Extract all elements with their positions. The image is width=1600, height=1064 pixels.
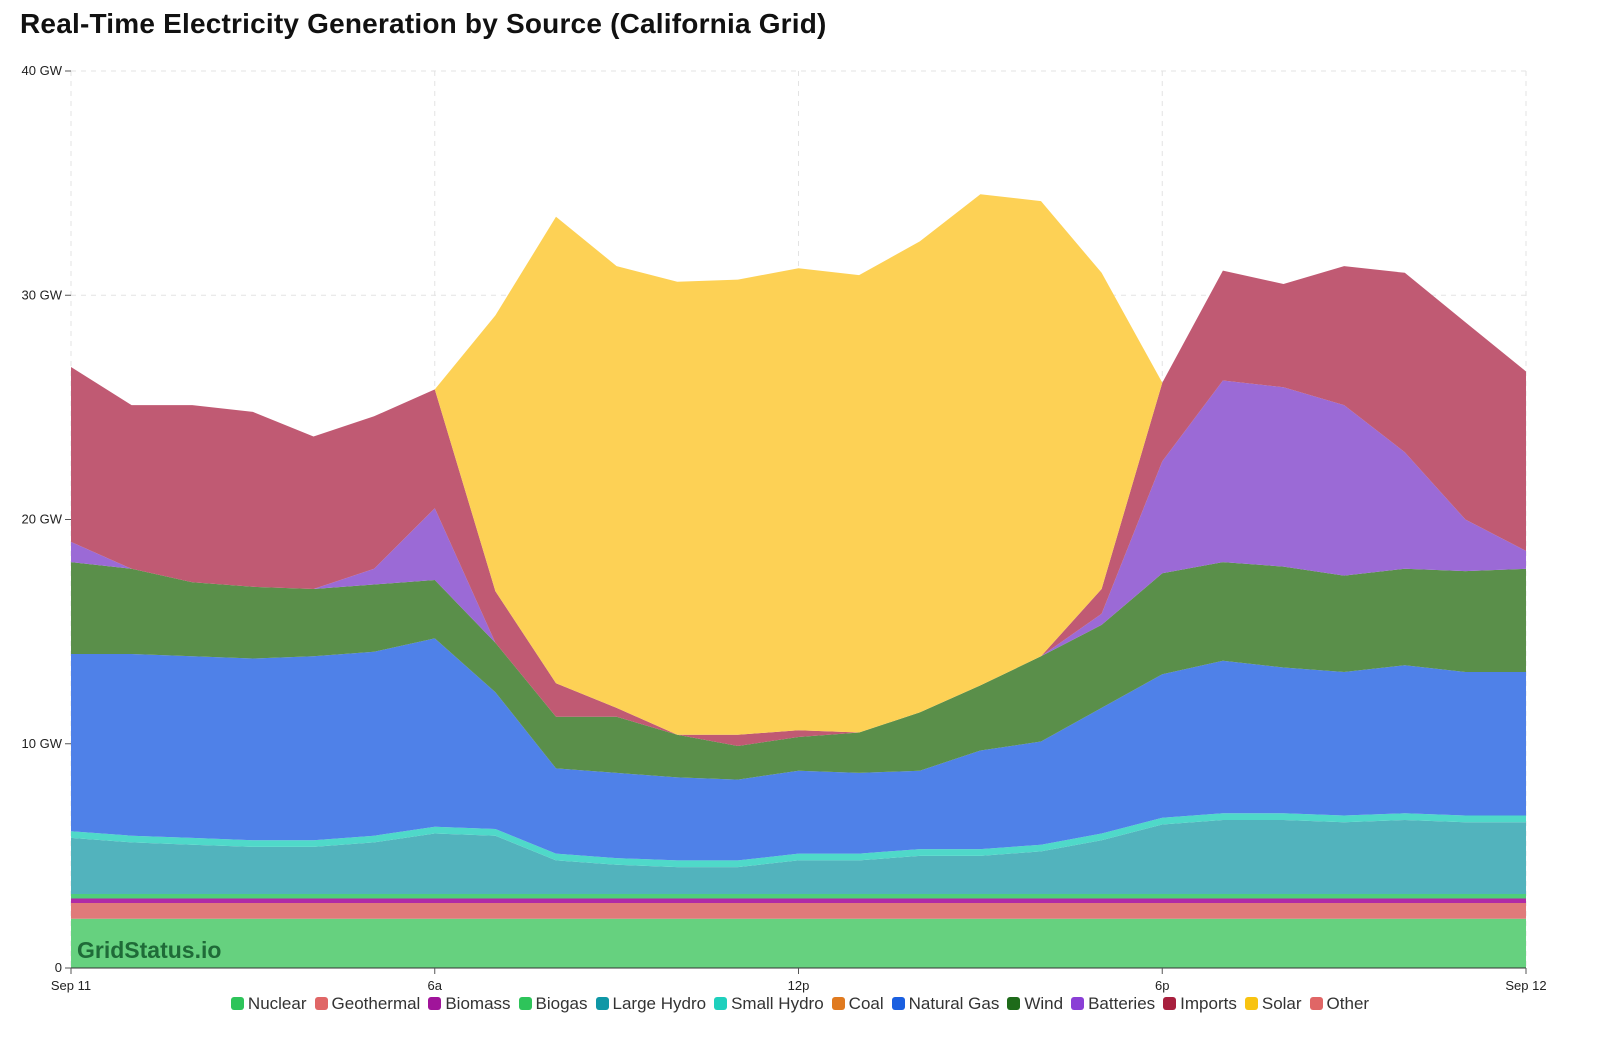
y-tick-label: 0 — [55, 960, 62, 975]
legend-item-geothermal[interactable]: Geothermal — [314, 994, 421, 1014]
legend-item-natural-gas[interactable]: Natural Gas — [891, 994, 1000, 1014]
legend-label: Biomass — [445, 994, 511, 1013]
y-tick-label: 10 GW — [22, 736, 63, 751]
legend-item-biogas[interactable]: Biogas — [518, 994, 588, 1014]
legend-item-large-hydro[interactable]: Large Hydro — [595, 994, 707, 1014]
x-tick-label: Sep 11 — [51, 978, 91, 993]
legend-swatch — [230, 997, 244, 1010]
legend-swatch — [1163, 997, 1177, 1010]
watermark: GridStatus.io — [77, 937, 221, 963]
legend-item-batteries[interactable]: Batteries — [1071, 994, 1155, 1014]
legend-item-nuclear[interactable]: Nuclear — [230, 994, 307, 1014]
legend-label: Natural Gas — [908, 994, 1000, 1013]
chart-canvas: 0 10 GW 20 GW 30 GW 40 GW Sep 11 6a 12p 6p Sep 12… — [22, 63, 1547, 993]
legend-item-small-hydro[interactable]: Small Hydro — [714, 994, 824, 1014]
area-large-hydro[interactable] — [71, 820, 1526, 894]
legend-label: Large Hydro — [612, 994, 707, 1013]
area-wind[interactable] — [71, 562, 1526, 780]
area-small-hydro[interactable] — [71, 813, 1526, 868]
chart-title: Real-Time Electricity Generation by Sour… — [20, 8, 827, 39]
area-biogas[interactable] — [71, 894, 1526, 899]
legend-swatch — [891, 997, 905, 1010]
x-tick-label: Sep 12 — [1505, 978, 1546, 993]
area-nuclear[interactable] — [71, 918, 1526, 968]
legend-swatch — [595, 997, 609, 1010]
legend-label: Coal — [848, 994, 884, 1013]
legend-item-solar[interactable]: Solar — [1244, 994, 1302, 1014]
legend-item-coal[interactable]: Coal — [831, 994, 884, 1014]
legend-label: Nuclear — [247, 994, 307, 1013]
legend-item-biomass[interactable]: Biomass — [428, 994, 511, 1014]
axis-layer: 0 10 GW 20 GW 30 GW 40 GW Sep 11 6a 12p 6p Sep 12 — [22, 63, 1547, 993]
legend-swatch — [518, 997, 532, 1010]
area-layer — [71, 194, 1526, 968]
x-tick-label: 6p — [1155, 978, 1169, 993]
area-solar[interactable] — [71, 194, 1526, 735]
legend-label: Other — [1326, 994, 1370, 1013]
legend-label: Imports — [1180, 994, 1237, 1013]
legend-swatch — [831, 997, 845, 1010]
x-tick-label: 6a — [428, 978, 443, 993]
legend-swatch — [428, 997, 442, 1010]
legend-swatch — [1244, 997, 1258, 1010]
legend-swatch — [1309, 997, 1323, 1010]
area-batteries[interactable] — [71, 380, 1526, 747]
legend-label: Batteries — [1088, 994, 1156, 1013]
legend-swatch — [1007, 997, 1021, 1010]
legend-swatch — [314, 997, 328, 1010]
x-tick-label: 12p — [788, 978, 810, 993]
legend-item-imports[interactable]: Imports — [1163, 994, 1237, 1014]
legend-swatch — [1071, 997, 1085, 1010]
area-imports[interactable] — [71, 266, 1526, 746]
legend: Nuclear Geothermal Biomass Biogas Large Hydr… — [0, 994, 1600, 1014]
area-biomass[interactable] — [71, 898, 1526, 904]
area-geothermal[interactable] — [71, 903, 1526, 919]
legend-label: Wind — [1024, 994, 1064, 1013]
legend-swatch — [714, 997, 728, 1010]
y-tick-label: 40 GW — [22, 63, 63, 78]
legend-label: Solar — [1261, 994, 1302, 1013]
y-tick-label: 20 GW — [22, 512, 63, 527]
legend-label: Small Hydro — [731, 994, 824, 1013]
y-tick-label: 30 GW — [22, 287, 63, 302]
area-natural-gas[interactable] — [71, 638, 1526, 861]
legend-label: Geothermal — [331, 994, 421, 1013]
legend-label: Biogas — [535, 994, 588, 1013]
legend-item-wind[interactable]: Wind — [1007, 994, 1063, 1014]
legend-item-other[interactable]: Other — [1309, 994, 1370, 1014]
